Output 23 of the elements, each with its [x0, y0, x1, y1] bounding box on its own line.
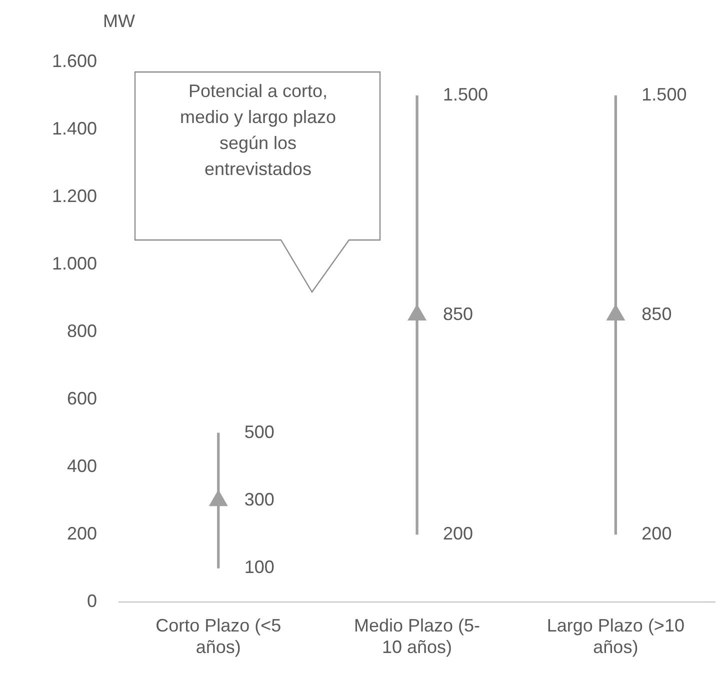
annotation: 200	[443, 523, 474, 544]
y-tick-label: 200	[66, 523, 98, 544]
y-tick-label: 1.400	[52, 118, 98, 138]
annotation: 1.500	[642, 84, 687, 105]
y-tick-label: 1.000	[52, 253, 98, 274]
data-label: 850	[443, 304, 474, 324]
y-tick-label: 800	[66, 320, 98, 341]
x-tick-label: Corto Plazo (<5 años)	[156, 616, 282, 658]
annotation: 100	[244, 557, 274, 578]
y-tick-label: 1.600	[52, 50, 98, 71]
annotation: 1.500	[443, 84, 488, 105]
data-label: 850	[642, 304, 672, 324]
annotation: Potencial a corto, medio y largo plazo según los entrevistados	[178, 80, 338, 181]
y-tick-label: 600	[66, 388, 98, 408]
y-axis-title: MW	[103, 10, 136, 31]
x-tick-label: Largo Plazo (>10 años)	[546, 616, 684, 658]
x-tick-label: Medio Plazo (5-10 años)	[354, 616, 480, 658]
annotation: 200	[642, 523, 672, 544]
data-label: 300	[244, 490, 274, 510]
annotation: 500	[244, 422, 274, 442]
y-tick-label: 400	[66, 456, 98, 476]
y-tick-label: 0	[87, 590, 98, 611]
y-tick-label: 1.200	[52, 186, 98, 206]
